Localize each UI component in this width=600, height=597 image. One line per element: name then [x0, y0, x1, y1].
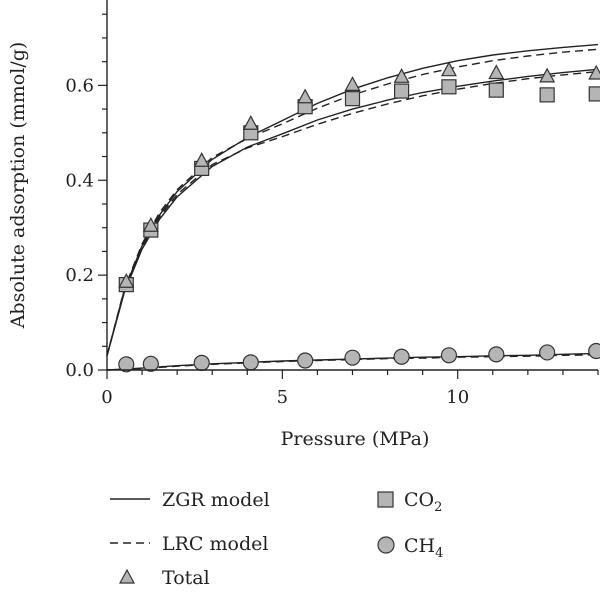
- co2-point: [588, 86, 600, 102]
- total-point: [440, 61, 457, 77]
- legend-ch4-main: CH: [404, 535, 435, 557]
- total-point: [539, 67, 556, 83]
- legend-zgr-label: ZGR model: [162, 489, 270, 511]
- co2-point: [539, 87, 555, 103]
- axes: 0 5 10 0.0 0.2 0.4 0.6: [65, 0, 599, 408]
- total-point: [393, 68, 410, 83]
- zgr-curve-co2: [106, 68, 599, 356]
- legend-item-zgr: ZGR model: [110, 489, 270, 511]
- y-tick-label: 0.6: [65, 75, 94, 96]
- y-tick-label: 0.0: [65, 360, 94, 381]
- x-tick-label: 0: [101, 387, 112, 408]
- legend-item-total: Total: [118, 567, 210, 589]
- total-point: [142, 217, 159, 232]
- legend-co2-label: CO2: [404, 489, 442, 515]
- total-point: [488, 64, 505, 80]
- co2-point: [394, 83, 410, 99]
- legend-circle-marker: [377, 536, 395, 554]
- legend-co2-sub: 2: [434, 500, 442, 515]
- ch4-point: [539, 344, 556, 361]
- total-point: [193, 152, 210, 167]
- ch4-point: [242, 354, 259, 371]
- ch4-point: [588, 342, 600, 360]
- ch4-point: [440, 347, 458, 364]
- y-tick-label: 0.4: [65, 170, 94, 191]
- total-point: [297, 88, 314, 104]
- legend-ch4-sub: 4: [435, 546, 443, 561]
- legend-item-lrc: LRC model: [110, 533, 268, 555]
- legend-ch4-label: CH4: [404, 535, 443, 561]
- legend-square-marker: [377, 491, 394, 508]
- y-axis-label: Absolute adsorption (mmol/g): [7, 42, 29, 330]
- x-axis-label: Pressure (MPa): [281, 428, 430, 450]
- lrc-curve-ch4: [106, 354, 599, 371]
- ch4-point: [142, 355, 159, 372]
- ch4-point: [118, 356, 135, 373]
- legend: ZGR model LRC model Total CO2 CH4: [110, 489, 443, 589]
- co2-point: [441, 79, 457, 95]
- plot-area: [106, 43, 600, 373]
- legend-triangle-marker: [118, 568, 136, 584]
- legend-lrc-label: LRC model: [162, 533, 268, 555]
- legend-item-ch4: CH4: [377, 535, 443, 561]
- ch4-point: [488, 346, 505, 363]
- co2-point: [488, 82, 504, 98]
- x-tick-label: 10: [446, 387, 469, 408]
- total-point: [344, 76, 361, 91]
- ch4-point: [193, 354, 210, 371]
- co2-point: [344, 91, 361, 107]
- lrc-curve-total: [106, 48, 599, 356]
- legend-co2-main: CO: [404, 489, 434, 511]
- legend-total-label: Total: [162, 567, 210, 589]
- total-point: [242, 115, 259, 130]
- ch4-point: [297, 352, 314, 369]
- legend-item-co2: CO2: [377, 489, 442, 515]
- y-tick-label: 0.2: [65, 265, 94, 286]
- lrc-curve-co2: [106, 70, 599, 356]
- ch4-point: [393, 348, 410, 365]
- total-point: [118, 272, 135, 288]
- ch4-point: [344, 349, 361, 366]
- x-tick-label: 5: [277, 387, 288, 408]
